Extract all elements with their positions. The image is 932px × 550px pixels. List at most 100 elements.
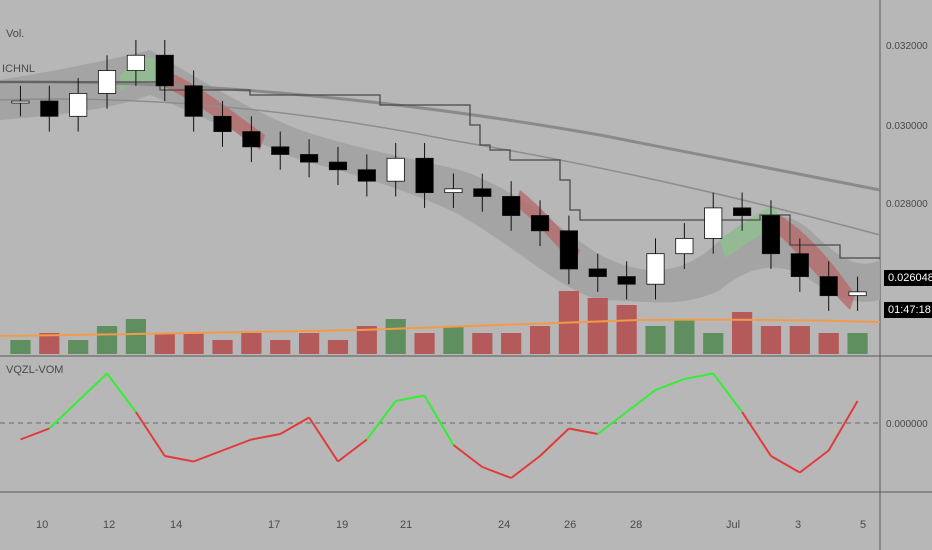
channel-band: [0, 50, 880, 303]
channel-label: ICHNL: [2, 63, 36, 75]
time-tick-10: 3: [795, 519, 801, 531]
time-tick-6: 24: [498, 519, 510, 531]
candles: [11, 40, 867, 311]
volume-bar: [645, 326, 666, 354]
candle-body: [69, 93, 88, 117]
time-tick-8: 28: [630, 519, 642, 531]
countdown-tag: 01:47:18: [884, 302, 932, 318]
volume-bar: [703, 333, 724, 354]
candle-body: [11, 100, 30, 104]
volume-bar: [443, 326, 464, 354]
volume-bar: [183, 333, 204, 354]
oscillator-segment: [48, 400, 79, 430]
oscillator-segment: [395, 394, 425, 402]
oscillator-segment: [366, 400, 397, 441]
oscillator-segment: [597, 411, 628, 435]
oscillator-segment: [799, 449, 830, 474]
volume-ma-line: [0, 318, 881, 337]
oscillator-segment: [741, 411, 772, 457]
oscillator-segment: [568, 427, 598, 435]
oscillator-segment: [279, 416, 310, 435]
volume-bar: [298, 333, 320, 354]
candle-body: [617, 276, 636, 285]
volume-bar: [96, 326, 118, 354]
oscillator-segment: [164, 455, 194, 463]
oscillator-segment: [626, 389, 657, 413]
candle-body: [213, 115, 232, 132]
candle-body: [242, 131, 261, 148]
candle-body: [819, 276, 838, 297]
volume-bar: [501, 333, 522, 354]
volume-bar: [385, 319, 406, 354]
volume-bar: [847, 333, 868, 354]
volume-bar: [674, 319, 695, 354]
candle-body: [530, 215, 550, 232]
candle-body: [790, 253, 809, 277]
candle-body: [155, 54, 174, 87]
candle-body: [444, 188, 463, 194]
candle-body: [502, 196, 521, 216]
last-price-tag: 0.026048: [884, 270, 932, 286]
time-tick-0: 10: [36, 519, 48, 531]
osc-tick-0: 0.000000: [886, 419, 928, 430]
oscillator-segment: [222, 438, 252, 452]
volume-bar: [270, 340, 291, 354]
volume-bar: [154, 333, 175, 354]
oscillator: [20, 372, 859, 479]
candle-body: [559, 230, 578, 270]
volume-bar: [356, 326, 377, 354]
oscillator-segment: [655, 378, 685, 391]
time-tick-2: 14: [170, 519, 182, 531]
oscillator-segment: [684, 372, 714, 380]
oscillator-segment: [337, 438, 368, 463]
volume-bar: [472, 333, 493, 354]
candle-body: [300, 154, 319, 163]
volume-label: Vol.: [6, 28, 25, 40]
candle-body: [357, 169, 376, 182]
volume-bar: [10, 340, 31, 354]
candle-body: [848, 291, 867, 297]
ma-long-2: [0, 98, 881, 236]
oscillator-segment: [251, 433, 281, 441]
candle-body: [588, 268, 607, 277]
candle-body: [126, 54, 145, 71]
candle-body: [646, 253, 665, 285]
oscillator-segment: [77, 372, 108, 402]
price-tick-2: 0.028000: [886, 199, 928, 210]
oscillator-segment: [308, 416, 339, 463]
candle-body: [733, 207, 752, 216]
channel-step-line: [0, 81, 880, 259]
oscillator-segment: [423, 394, 455, 446]
volume-bar: [818, 333, 839, 354]
volume-bar: [39, 333, 60, 354]
oscillator-segment: [481, 466, 512, 479]
volume-bar: [327, 340, 349, 354]
candle-body: [386, 157, 405, 182]
oscillator-segment: [827, 400, 859, 452]
volume-bars: [10, 291, 868, 354]
candle-body: [328, 161, 348, 171]
candle-body: [675, 238, 694, 255]
volume-bar: [68, 340, 89, 354]
candle-body: [415, 157, 434, 194]
volume-bar: [529, 326, 551, 354]
volume-bar: [616, 305, 637, 354]
volume-bar: [731, 312, 753, 354]
volume-bar: [760, 326, 782, 354]
volume-bar: [241, 333, 262, 354]
price-tick-0: 0.032000: [886, 41, 928, 52]
candle-body: [473, 188, 492, 197]
candle-body: [704, 207, 723, 239]
volume-bar: [212, 340, 233, 354]
price-tick-1: 0.030000: [886, 121, 928, 132]
oscillator-segment: [452, 444, 483, 468]
volume-bar: [125, 319, 147, 354]
time-tick-4: 19: [336, 519, 348, 531]
time-tick-7: 26: [564, 519, 576, 531]
oscillator-segment: [712, 372, 743, 413]
volume-bar: [587, 298, 608, 354]
time-tick-9: Jul: [726, 519, 740, 531]
oscillator-segment: [135, 411, 166, 457]
time-tick-5: 21: [400, 519, 412, 531]
oscillator-segment: [193, 449, 223, 463]
